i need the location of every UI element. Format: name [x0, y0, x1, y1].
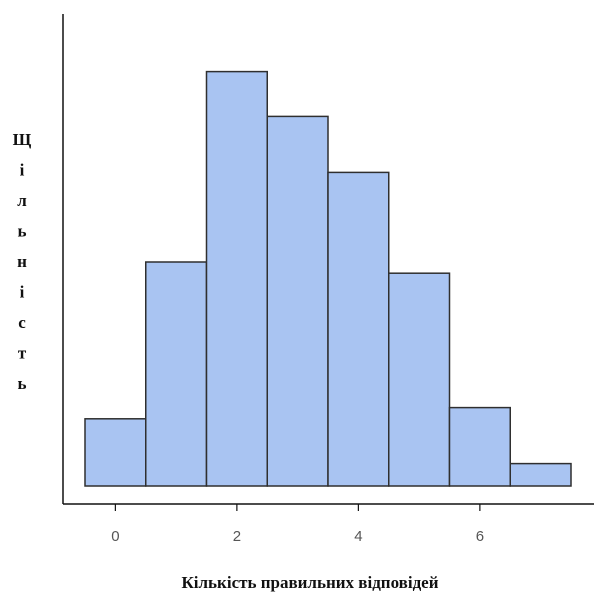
y-axis-title-letter: н	[17, 252, 27, 271]
histogram-bars	[84, 70, 572, 487]
histogram-bar	[145, 261, 208, 487]
y-axis-title-letter: л	[17, 191, 27, 210]
x-tick-label: 0	[111, 528, 119, 545]
x-tick-label: 6	[476, 528, 484, 545]
histogram-bar	[509, 462, 572, 487]
y-axis-title-letter: Щ	[13, 130, 32, 149]
histogram-bar	[388, 272, 451, 487]
histogram-bar	[266, 115, 329, 487]
histogram-bar	[327, 171, 390, 487]
histogram-bar	[448, 406, 511, 487]
histogram-bar	[84, 418, 147, 487]
histogram-bar	[205, 70, 268, 487]
x-tick-label: 4	[354, 528, 362, 545]
x-axis-title: Кількість правильних відповідей	[181, 573, 438, 592]
x-tick-label: 2	[233, 528, 241, 545]
y-axis-title-letter: с	[18, 313, 26, 332]
y-axis-title-letter: і	[20, 161, 25, 180]
y-axis-title-letter: т	[18, 344, 27, 363]
y-axis-title-letter: ь	[18, 374, 27, 393]
y-axis-title-letter: ь	[18, 222, 27, 241]
x-axis-ticks: 0 2 4 6	[111, 504, 484, 545]
y-axis-title-letter: і	[20, 283, 25, 302]
